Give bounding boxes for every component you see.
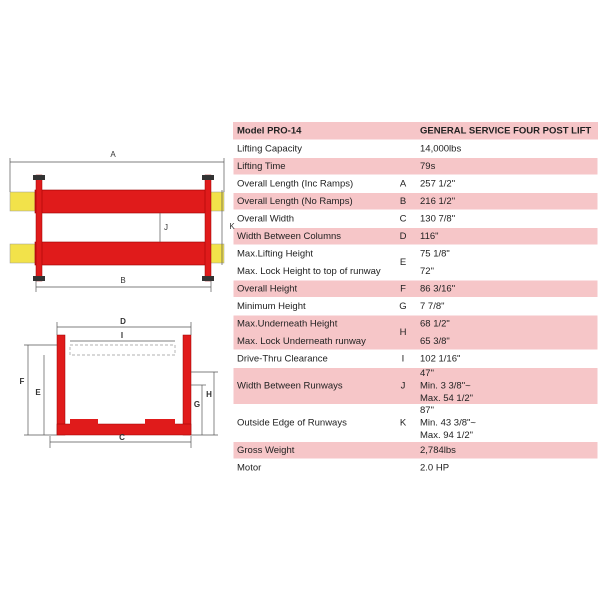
label-cell: Minimum Height	[237, 301, 306, 312]
label-cell: Lifting Capacity	[237, 143, 302, 154]
label-cell: Width Between Columns	[237, 231, 341, 242]
dimension-label: C	[119, 433, 125, 442]
value-cell: 2,784lbs	[420, 445, 456, 456]
dimension-label: K	[229, 222, 235, 231]
dimension-label: B	[120, 276, 125, 285]
label-cell: Width Between Runways	[237, 381, 343, 392]
letter-cell: C	[400, 213, 407, 224]
value-cell: 75 1/8"	[420, 248, 450, 259]
dimension-label: A	[110, 150, 116, 159]
dimension-label: D	[120, 317, 126, 326]
label-cell: Max. Lock Height to top of runway	[237, 266, 381, 277]
value-cell: 79s	[420, 161, 436, 172]
dimension-label: E	[35, 388, 41, 397]
letter-cell: K	[400, 418, 407, 429]
table-row	[232, 157, 599, 176]
table-row	[232, 244, 599, 281]
dimension-label: H	[206, 390, 212, 399]
front-view	[24, 322, 218, 448]
letter-cell: A	[400, 178, 407, 189]
letter-cell: J	[401, 381, 406, 392]
value-cell: 2.0 HP	[420, 462, 449, 473]
value-cell: 116"	[420, 231, 439, 242]
letter-cell: D	[400, 231, 407, 242]
dimension-label: G	[194, 400, 200, 409]
value-cell: 7 7/8"	[420, 301, 445, 312]
label-cell: Outside Edge of Runways	[237, 418, 347, 429]
value-cell: 257 1/2"	[420, 178, 455, 189]
value-cell: Max. 94 1/2"	[420, 430, 473, 441]
value-cell: 68 1/2"	[420, 318, 450, 329]
letter-cell: B	[400, 196, 406, 207]
letter-cell: E	[400, 257, 406, 268]
value-cell: 86 3/16"	[420, 283, 455, 294]
label-cell: Overall Length (Inc Ramps)	[237, 178, 353, 189]
value-cell: Min. 43 3/8"~	[420, 418, 476, 429]
label-cell: Drive-Thru Clearance	[237, 353, 328, 364]
header-cell: GENERAL SERVICE FOUR POST LIFT	[420, 126, 591, 137]
label-cell: Max.Lifting Height	[237, 248, 313, 259]
value-cell: 65 3/8"	[420, 336, 450, 347]
spec-table: Model PRO-14 GENERAL SERVICE FOUR POST LI…	[232, 122, 599, 477]
letter-cell: H	[400, 327, 407, 338]
value-cell: 102 1/16"	[420, 353, 460, 364]
letter-cell: I	[402, 353, 405, 364]
table-row	[232, 458, 599, 477]
value-cell: 216 1/2"	[420, 196, 455, 207]
label-cell: Lifting Time	[237, 161, 286, 172]
label-cell: Motor	[237, 462, 261, 473]
table-row	[232, 367, 599, 405]
value-cell: 47"	[420, 368, 434, 379]
value-cell: 72"	[420, 266, 434, 277]
label-cell: Max.Underneath Height	[237, 318, 338, 329]
label-cell: Gross Weight	[237, 445, 295, 456]
value-cell: 87"	[420, 405, 434, 416]
top-view	[9, 158, 225, 292]
label-cell: Max. Lock Underneath runway	[237, 336, 366, 347]
letter-cell: F	[400, 283, 406, 294]
dimension-label: J	[164, 223, 168, 232]
value-cell: Max. 54 1/2"	[420, 393, 473, 404]
table-row	[232, 404, 599, 442]
table-row	[232, 314, 599, 351]
label-cell: Overall Height	[237, 283, 298, 294]
letter-cell: G	[399, 301, 406, 312]
header-row	[233, 122, 598, 140]
value-cell: Min. 3 3/8"~	[420, 381, 471, 392]
value-cell: 14,000lbs	[420, 143, 461, 154]
label-cell: Overall Width	[237, 213, 294, 224]
dimension-label: I	[121, 331, 123, 340]
dimension-label: F	[20, 377, 25, 386]
value-cell: 130 7/8"	[420, 213, 455, 224]
label-cell: Overall Length (No Ramps)	[237, 196, 353, 207]
header-cell: Model PRO-14	[237, 126, 302, 137]
